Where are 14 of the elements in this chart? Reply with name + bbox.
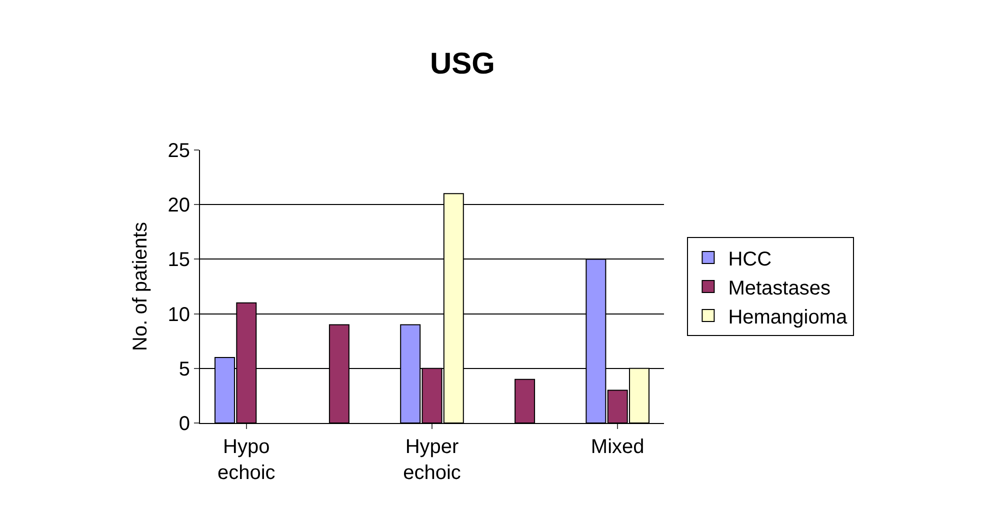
y-tick-label: 20 <box>168 194 190 217</box>
y-tick-label: 0 <box>178 413 190 435</box>
chart-title: USG <box>430 47 495 80</box>
x-tick-label: Hypo echoic <box>217 436 276 484</box>
y-tick-label: 25 <box>168 140 190 162</box>
x-tick-label: Hyper echoic <box>403 436 461 484</box>
legend-label: Hemangioma <box>728 306 848 328</box>
y-axis-title: No. of patients <box>129 222 152 351</box>
legend-label: HCC <box>728 248 772 270</box>
legend-label: Metastases <box>728 277 830 300</box>
y-tick-label: 10 <box>168 304 190 326</box>
x-tick-label: Mixed <box>590 436 644 458</box>
y-tick-label: 15 <box>168 249 190 272</box>
y-tick-label: 5 <box>178 358 190 380</box>
